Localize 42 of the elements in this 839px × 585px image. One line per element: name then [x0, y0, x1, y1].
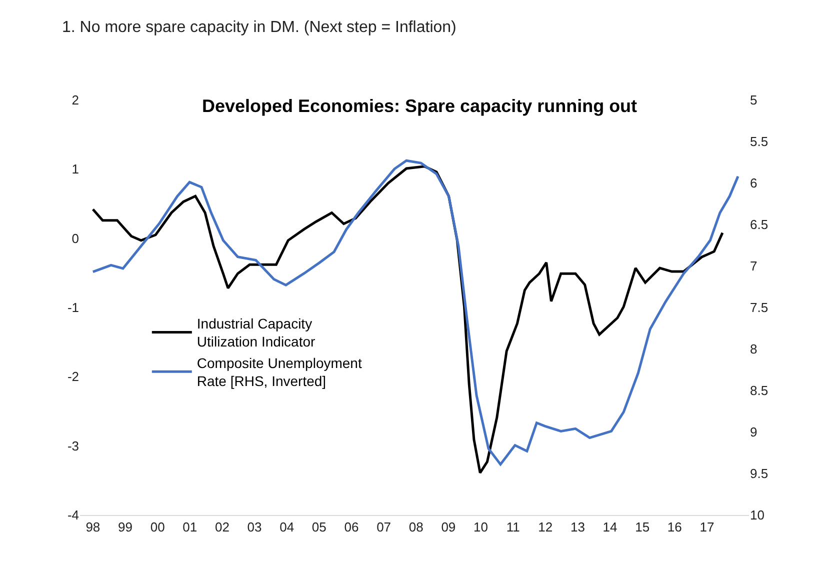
- x-tick-label: 09: [441, 520, 456, 535]
- y-tick-label: -1: [67, 300, 79, 316]
- x-tick-label: 05: [312, 520, 326, 535]
- x-tick-label: 11: [506, 520, 520, 535]
- y-tick-label: -3: [67, 438, 79, 454]
- y2-tick-label: 8.5: [750, 383, 768, 398]
- x-tick-label: 04: [280, 520, 294, 535]
- x-tick-label: 14: [602, 520, 618, 535]
- x-tick-label: 99: [118, 520, 132, 535]
- x-tick-label: 03: [247, 520, 262, 535]
- legend-label: Composite Unemployment Rate [RHS, Inverted]: [196, 354, 362, 390]
- x-tick-label: 17: [700, 520, 714, 535]
- x-tick-label: 08: [408, 520, 424, 535]
- x-tick-label: 15: [635, 520, 650, 535]
- x-tick-label: 16: [667, 520, 682, 535]
- chart-subtitle: 1. No more spare capacity in DM. (Next step = Inflation): [62, 19, 456, 36]
- x-tick-label: 13: [570, 520, 585, 535]
- x-tick-label: 01: [182, 520, 198, 535]
- x-tick-label: 06: [344, 520, 359, 535]
- y2-tick-label: 5: [750, 92, 758, 108]
- y2-tick-label: 6.5: [750, 217, 768, 232]
- y-tick-label: 0: [72, 230, 79, 246]
- x-tick-label: 02: [214, 520, 230, 535]
- y2-tick-label: 8: [750, 342, 758, 357]
- y2-tick-label: 7: [750, 258, 758, 274]
- x-tick-label: 12: [538, 520, 553, 535]
- legend-label: Industrial Capacity Utilization Indicator: [196, 316, 316, 350]
- x-tick-label: 07: [376, 520, 392, 535]
- y2-tick-label: 5.5: [750, 134, 768, 150]
- y-tick-label: 1: [72, 162, 79, 177]
- y2-tick-label: 9.5: [750, 466, 768, 482]
- y-tick-label: -4: [67, 508, 79, 523]
- y2-tick-label: 9: [750, 424, 758, 440]
- chart-title: Developed Economies: Spare capacity running out: [202, 96, 638, 116]
- y2-tick-label: 7.5: [750, 300, 768, 316]
- x-tick-label: 98: [86, 520, 100, 535]
- y2-tick-label: 10: [750, 508, 764, 523]
- y2-tick-label: 6: [750, 176, 758, 191]
- y-tick-label: 2: [72, 92, 79, 108]
- x-tick-label: 00: [150, 520, 165, 535]
- y-tick-label: -2: [67, 369, 79, 384]
- x-tick-label: 10: [474, 520, 488, 535]
